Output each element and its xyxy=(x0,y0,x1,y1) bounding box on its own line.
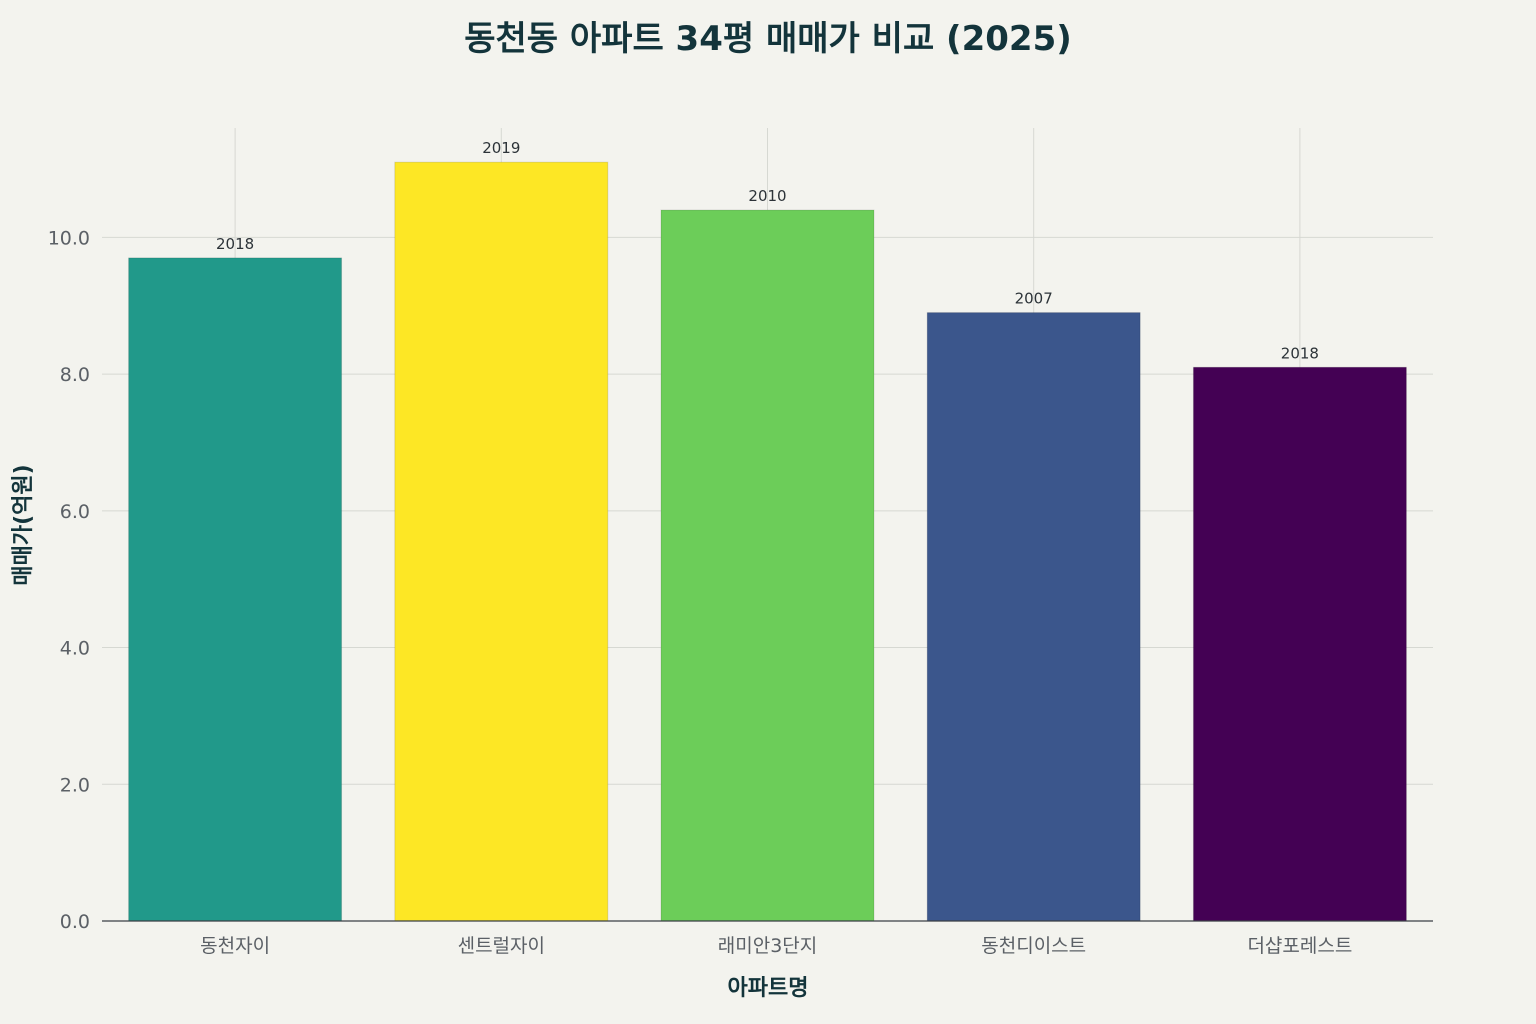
bar xyxy=(926,312,1141,922)
x-tick-label: 동천자이 xyxy=(200,935,270,957)
y-tick-label: 0.0 xyxy=(60,911,90,933)
x-axis-ticks: 동천자이 센트럴자이 래미안3단지 동천디이스트 더샵포레스트 xyxy=(200,935,1352,957)
y-tick-label: 4.0 xyxy=(60,638,90,660)
x-tick-label: 센트럴자이 xyxy=(458,935,545,957)
bar xyxy=(128,257,343,922)
y-tick-label: 2.0 xyxy=(60,774,90,796)
bar xyxy=(1192,366,1407,922)
bar-value-label: 2007 xyxy=(1015,290,1053,308)
bar xyxy=(394,161,609,922)
bar xyxy=(660,209,875,922)
x-tick-label: 더샵포레스트 xyxy=(1247,935,1352,957)
x-tick-label: 동천디이스트 xyxy=(981,935,1086,957)
y-tick-label: 10.0 xyxy=(48,227,90,249)
y-tick-label: 8.0 xyxy=(60,364,90,386)
y-tick-label: 6.0 xyxy=(60,501,90,523)
bar-value-label: 2019 xyxy=(482,139,520,157)
bar-value-label: 2018 xyxy=(216,235,254,253)
x-tick-label: 래미안3단지 xyxy=(718,935,818,957)
bars xyxy=(128,161,1407,922)
bar-value-label: 2010 xyxy=(748,187,786,205)
y-axis-ticks: 0.0 2.0 4.0 6.0 8.0 10.0 xyxy=(48,227,90,933)
x-axis-title: 아파트명 xyxy=(728,976,809,1001)
chart-title: 동천동 아파트 34평 매매가 비교 (2025) xyxy=(464,19,1072,59)
bar-value-label: 2018 xyxy=(1281,344,1319,362)
y-axis-title: 매매가(억원) xyxy=(11,464,36,585)
bar-labels: 2018 2019 2010 2007 2018 xyxy=(216,139,1319,362)
